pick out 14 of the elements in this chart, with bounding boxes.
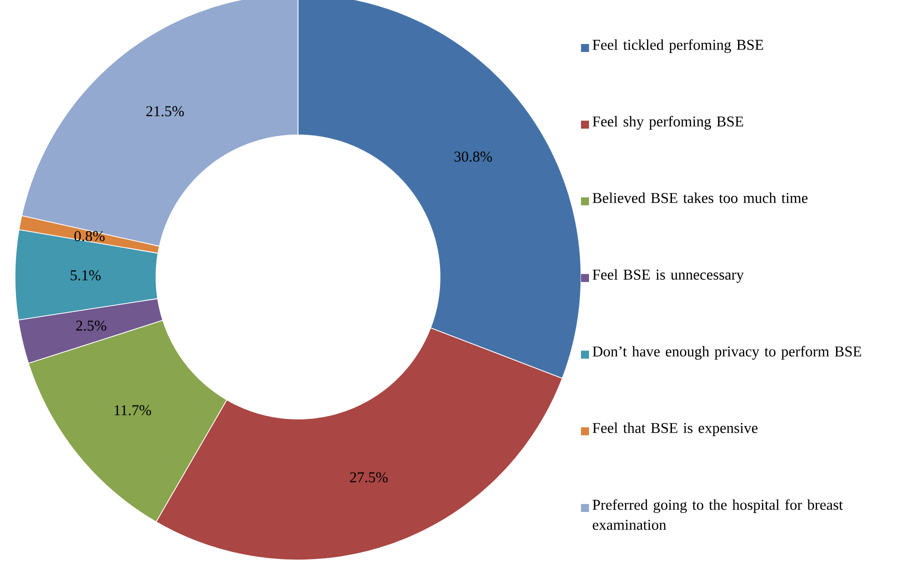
data-label: 0.8% [74,231,105,242]
data-label: 2.5% [76,320,106,331]
legend-label: Feel tickled perfoming BSE [592,39,764,53]
data-label: 5.1% [70,270,101,280]
legend-label: Feel BSE is unnecessary [592,269,744,283]
legend-label: Feel shy perfoming BSE [592,116,744,130]
data-label: 30.8% [454,152,492,162]
legend-label: Preferred going to the hospital for breast examination [592,499,843,530]
data-label: 11.7% [114,405,152,416]
legend-label: Don’t have enough privacy to perform BSE [592,346,862,360]
data-label: 21.5% [146,106,184,116]
data-label: 27.5% [350,472,388,482]
legend-label: Feel that BSE is expensive [592,422,758,436]
legend-label: Believed BSE takes too much time [592,192,808,204]
